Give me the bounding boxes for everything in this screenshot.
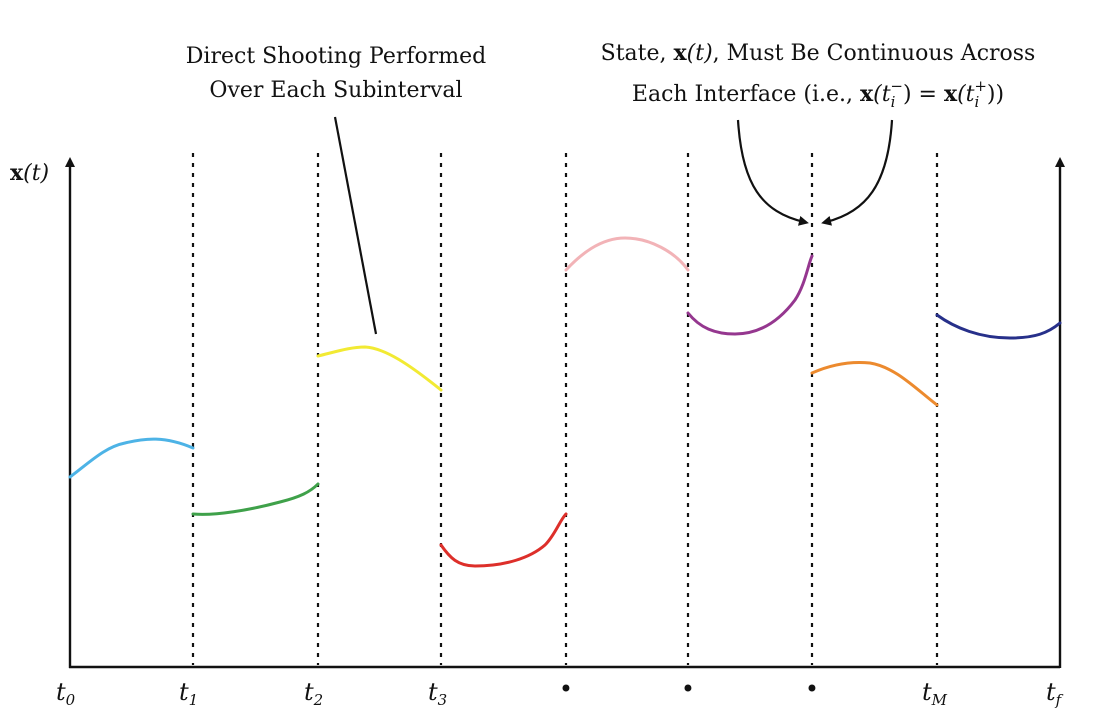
tick-label-dot-2-main: • xyxy=(681,675,695,703)
tick-label-t0: t0 xyxy=(56,678,76,709)
continuity-line1-post: , Must Be Continuous Across xyxy=(713,41,1036,66)
tick-label-tm: tM xyxy=(922,678,948,709)
direct-shooting-label-line2: Over Each Subinterval xyxy=(209,78,462,103)
segment-interval-3 xyxy=(316,345,443,392)
segment-interval-4 xyxy=(439,512,568,568)
tick-label-t3: t3 xyxy=(428,678,447,709)
segment-interval-5 xyxy=(564,236,690,272)
tick-label-tf: tf xyxy=(1046,678,1064,709)
tick-label-t2-sub: 2 xyxy=(313,691,324,709)
continuity-arrow-left xyxy=(736,119,809,226)
tick-label-tm-sub: M xyxy=(931,691,948,709)
tick-label-dot-3-main: • xyxy=(805,675,819,703)
tick-label-dot-1: • xyxy=(559,675,573,703)
continuity-arrow-right xyxy=(821,119,894,226)
segment-interval-2 xyxy=(191,482,320,516)
direct-shooting-leader-line xyxy=(333,116,378,335)
tick-label-t3-main: t xyxy=(428,678,438,706)
tick-label-tf-sub: f xyxy=(1055,691,1064,709)
tick-label-tf-main: t xyxy=(1046,678,1056,706)
continuity-line2-eq: = xyxy=(912,82,944,107)
continuity-line2-close2: )) xyxy=(987,82,1004,107)
tick-label-t0-main: t xyxy=(56,678,66,706)
tick-label-t1-sub: 1 xyxy=(189,691,199,709)
segment-interval-1 xyxy=(68,437,195,479)
tick-label-t0-sub: 0 xyxy=(66,691,76,709)
continuity-line2-x2: x xyxy=(944,81,958,107)
tick-label-t2: t2 xyxy=(304,678,323,709)
continuity-line2-open2: (t xyxy=(957,82,975,107)
continuity-line2-close1: ) xyxy=(903,82,912,107)
continuity-line2-sub2: i xyxy=(975,93,980,111)
tick-label-t1-main: t xyxy=(179,678,189,706)
tick-label-dot-1-main: • xyxy=(559,675,573,703)
continuity-line2-sub1: i xyxy=(891,93,896,111)
tick-label-tm-main: t xyxy=(922,678,932,706)
continuity-label-line2: Each Interface (i.e., x(ti−) = x(ti+)) xyxy=(632,77,1004,111)
segment-interval-8 xyxy=(935,313,1062,340)
tick-label-t2-main: t xyxy=(304,678,314,706)
tick-label-dot-3: • xyxy=(805,675,819,703)
continuity-line2-pre: Each Interface (i.e., xyxy=(632,82,860,107)
y-axis-label-t: (t) xyxy=(23,161,49,186)
segment-interval-6 xyxy=(686,254,814,336)
continuity-line2-sup2: + xyxy=(974,77,987,95)
segment-interval-7 xyxy=(810,361,939,407)
direct-shooting-label-line1: Direct Shooting Performed xyxy=(186,44,486,69)
continuity-line2-sup1: − xyxy=(890,77,903,95)
continuity-line2-open1: (t xyxy=(873,82,891,107)
tick-label-dot-2: • xyxy=(681,675,695,703)
continuity-line1-pre: State, xyxy=(601,41,674,66)
continuity-line1-t: (t) xyxy=(687,41,713,66)
y-axis-label: x(t) xyxy=(10,160,49,186)
tick-label-t3-sub: 3 xyxy=(438,691,448,709)
continuity-line2-x1: x xyxy=(860,81,874,107)
continuity-line1-x: x xyxy=(674,40,688,66)
tick-label-t1: t1 xyxy=(179,678,198,709)
y-axis-label-x: x xyxy=(10,160,24,186)
continuity-label-line1: State, x(t), Must Be Continuous Across xyxy=(601,40,1036,66)
